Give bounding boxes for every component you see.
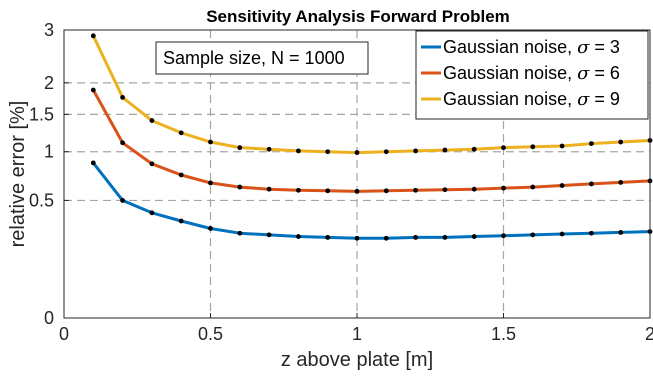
data-point: [471, 146, 477, 152]
data-point: [413, 148, 418, 154]
data-point: [618, 180, 624, 185]
legend-frame: [415, 30, 649, 120]
data-point: [471, 234, 477, 239]
data-point: [178, 172, 184, 178]
y-tick-label: 0: [44, 308, 54, 328]
legend-label: Gaussian noise, σ = 9: [443, 89, 620, 110]
data-point: [149, 161, 155, 167]
data-point: [530, 144, 536, 150]
data-point: [442, 234, 448, 240]
data-point: [442, 187, 448, 193]
data-point: [296, 187, 301, 193]
data-point: [149, 210, 155, 216]
annotation-text: Sample size, N = 1000: [163, 48, 345, 68]
data-point: [471, 186, 477, 192]
data-point: [208, 139, 213, 145]
data-point: [120, 198, 125, 203]
data-point: [354, 188, 360, 194]
data-point: [266, 232, 272, 238]
x-tick-label: 1.5: [491, 324, 516, 344]
data-point: [354, 150, 360, 155]
data-point: [266, 186, 272, 192]
series-2: [90, 87, 653, 194]
data-point: [501, 233, 506, 239]
data-point: [354, 235, 360, 241]
annotation-frame: [155, 41, 369, 75]
data-point: [618, 230, 624, 235]
legend-item: Gaussian noise, σ = 9: [421, 89, 620, 110]
data-point: [618, 139, 624, 145]
tick-labels: 0 0.5 1 1.5 2 0 0.5 1 1.5 2 3: [29, 20, 653, 344]
legend: Gaussian noise, σ = 3 Gaussian noise, σ =…: [415, 30, 649, 120]
series-3: [90, 33, 653, 155]
data-point: [178, 130, 184, 136]
y-tick-label: 0.5: [29, 190, 54, 210]
x-axis-label: z above plate [m]: [281, 349, 433, 371]
data-point: [530, 184, 536, 190]
data-point: [90, 160, 96, 166]
data-point: [383, 188, 389, 194]
legend-label: Gaussian noise, σ = 6: [443, 63, 620, 84]
data-point: [501, 185, 506, 191]
data-point: [559, 143, 565, 149]
series-1: [90, 160, 653, 241]
data-point: [266, 146, 272, 152]
data-point: [237, 184, 243, 190]
data-point: [325, 234, 331, 240]
data-point: [208, 180, 213, 186]
annotation-box: Sample size, N = 1000: [155, 41, 369, 75]
series-line: [91, 89, 651, 193]
data-point: [589, 230, 594, 236]
data-point: [296, 148, 301, 154]
x-tick-label: 0.5: [198, 324, 223, 344]
data-point: [589, 181, 594, 187]
data-point: [296, 234, 301, 239]
data-point: [149, 118, 155, 123]
data-point: [90, 87, 96, 93]
data-point: [383, 235, 389, 241]
data-point: [559, 231, 565, 237]
data-point: [208, 226, 213, 231]
data-point: [383, 149, 389, 155]
x-tick-label: 0: [59, 324, 69, 344]
data-point: [589, 141, 594, 147]
tick-marks: [63, 29, 651, 319]
data-point: [178, 218, 184, 224]
data-point: [90, 33, 96, 39]
data-point: [559, 183, 565, 188]
data-point: [120, 140, 125, 146]
series-line: [91, 35, 651, 155]
data-point: [237, 145, 243, 151]
x-tick-label: 1: [352, 324, 362, 344]
data-point: [413, 234, 418, 240]
data-point: [530, 232, 536, 238]
series-line: [92, 161, 651, 240]
data-point: [442, 147, 448, 153]
legend-item: Gaussian noise, σ = 3: [421, 37, 620, 58]
chart-title: Sensitivity Analysis Forward Problem: [206, 7, 510, 26]
y-tick-label: 1: [44, 142, 54, 162]
legend-label: Gaussian noise, σ = 3: [443, 37, 620, 58]
y-tick-label: 1.5: [29, 104, 54, 124]
y-tick-label: 3: [44, 20, 54, 40]
y-tick-label: 2: [44, 73, 54, 93]
series-layer: [90, 33, 653, 241]
data-point: [120, 95, 125, 100]
x-tick-label: 2: [645, 324, 653, 344]
data-point: [413, 187, 418, 193]
y-axis-label: relative error [%]: [7, 101, 29, 248]
legend-item: Gaussian noise, σ = 6: [421, 63, 620, 84]
data-point: [325, 149, 331, 155]
data-point: [325, 188, 331, 194]
data-point: [501, 145, 506, 151]
data-point: [237, 230, 243, 236]
